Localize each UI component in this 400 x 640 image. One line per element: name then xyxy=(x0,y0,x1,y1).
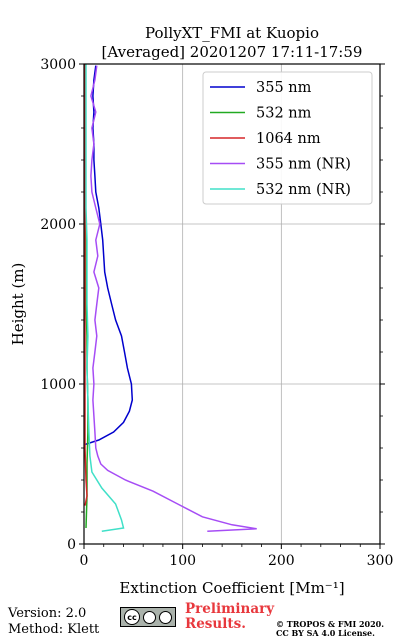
series-line-4 xyxy=(85,64,125,532)
y-axis-label: Height (m) xyxy=(9,263,27,346)
extinction-chart: PollyXT_FMI at Kuopio [Averaged] 2020120… xyxy=(9,24,393,597)
cc-license-logo: cc xyxy=(120,607,176,627)
x-tick-label: 300 xyxy=(367,553,394,569)
legend-label: 532 nm (NR) xyxy=(256,182,351,198)
series-line-2 xyxy=(84,64,88,506)
legend-label: 1064 nm xyxy=(256,131,321,147)
copyright-note: © TROPOS & FMI 2020. CC BY SA 4.0 Licens… xyxy=(276,619,385,638)
y-tick-label: 2000 xyxy=(40,217,76,233)
x-axis-label: Extinction Coefficient [Mm⁻¹] xyxy=(119,579,344,597)
method-text: Method: Klett xyxy=(8,622,100,637)
legend: 355 nm 532 nm 1064 nm 355 nm (NR) 532 nm (NR… xyxy=(202,71,373,205)
y-tick-label: 3000 xyxy=(40,57,76,73)
legend-label: 355 nm xyxy=(256,80,312,96)
chart-subtitle: [Averaged] 20201207 17:11-17:59 xyxy=(102,43,363,61)
series-line-0 xyxy=(84,65,134,446)
series-lines xyxy=(84,64,257,532)
y-tick-label: 1000 xyxy=(40,377,76,393)
legend-label: 355 nm (NR) xyxy=(256,157,351,173)
by-icon xyxy=(143,610,156,624)
plot-frame xyxy=(83,63,381,545)
preliminary-results-note: Preliminary Results. xyxy=(185,601,275,632)
cc-icon: cc xyxy=(124,609,140,625)
x-tick-label: 200 xyxy=(268,553,295,569)
series-line-3 xyxy=(90,65,257,532)
version-text: Version: 2.0 xyxy=(8,606,87,621)
sa-icon xyxy=(159,610,172,624)
chart-title: PollyXT_FMI at Kuopio xyxy=(145,24,319,42)
y-tick-label: 0 xyxy=(67,537,76,553)
legend-box xyxy=(202,71,373,205)
version-info: Version: 2.0 Method: Klett xyxy=(8,606,99,638)
x-tick-label: 0 xyxy=(80,553,89,569)
x-tick-label: 100 xyxy=(169,553,196,569)
legend-label: 532 nm xyxy=(256,106,312,122)
